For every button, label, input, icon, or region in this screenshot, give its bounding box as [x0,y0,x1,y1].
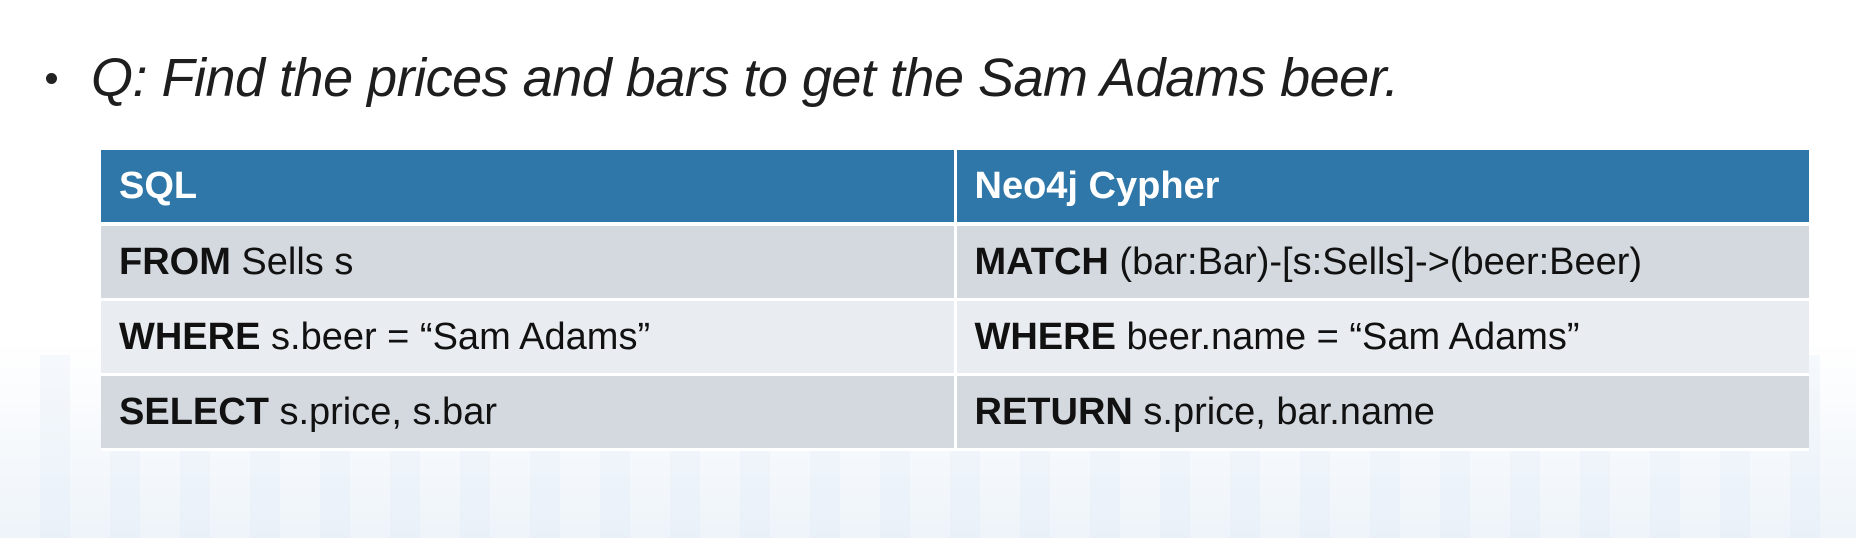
sql-clause: Sells s [230,240,354,283]
bullet-icon [46,72,57,84]
cypher-keyword: WHERE [974,315,1116,358]
cypher-keyword: RETURN [974,390,1133,433]
sql-clause: s.beer = “Sam Adams” [260,315,651,358]
header-cypher: Neo4j Cypher [955,150,1809,226]
table-row: FROM Sells s MATCH (bar:Bar)-[s:Sells]->… [101,224,1809,301]
cypher-clause: s.price, bar.name [1132,390,1435,433]
header-sql: SQL [101,150,957,226]
table-header-row: SQL Neo4j Cypher [101,150,1809,226]
cypher-clause: beer.name = “Sam Adams” [1115,315,1580,358]
sql-keyword: FROM [119,240,231,283]
cypher-cell: MATCH (bar:Bar)-[s:Sells]->(beer:Beer) [955,224,1809,301]
table-row: WHERE s.beer = “Sam Adams” WHERE beer.na… [101,299,1809,376]
cypher-clause: (bar:Bar)-[s:Sells]->(beer:Beer) [1108,240,1643,283]
cypher-cell: WHERE beer.name = “Sam Adams” [955,299,1809,376]
bullet-question: Q: Find the prices and bars to get the S… [40,38,1399,118]
cypher-keyword: MATCH [974,240,1109,283]
table-row: SELECT s.price, s.bar RETURN s.price, ba… [101,374,1809,451]
sql-cell: WHERE s.beer = “Sam Adams” [101,299,957,376]
sql-keyword: SELECT [119,390,269,433]
cypher-cell: RETURN s.price, bar.name [955,374,1809,451]
sql-clause: s.price, s.bar [268,390,497,433]
sql-cell: FROM Sells s [101,224,957,301]
comparison-table: SQL Neo4j Cypher FROM Sells s MATCH (bar… [101,150,1809,451]
sql-cell: SELECT s.price, s.bar [101,374,957,451]
sql-keyword: WHERE [119,315,261,358]
question-text: Q: Find the prices and bars to get the S… [91,48,1399,108]
